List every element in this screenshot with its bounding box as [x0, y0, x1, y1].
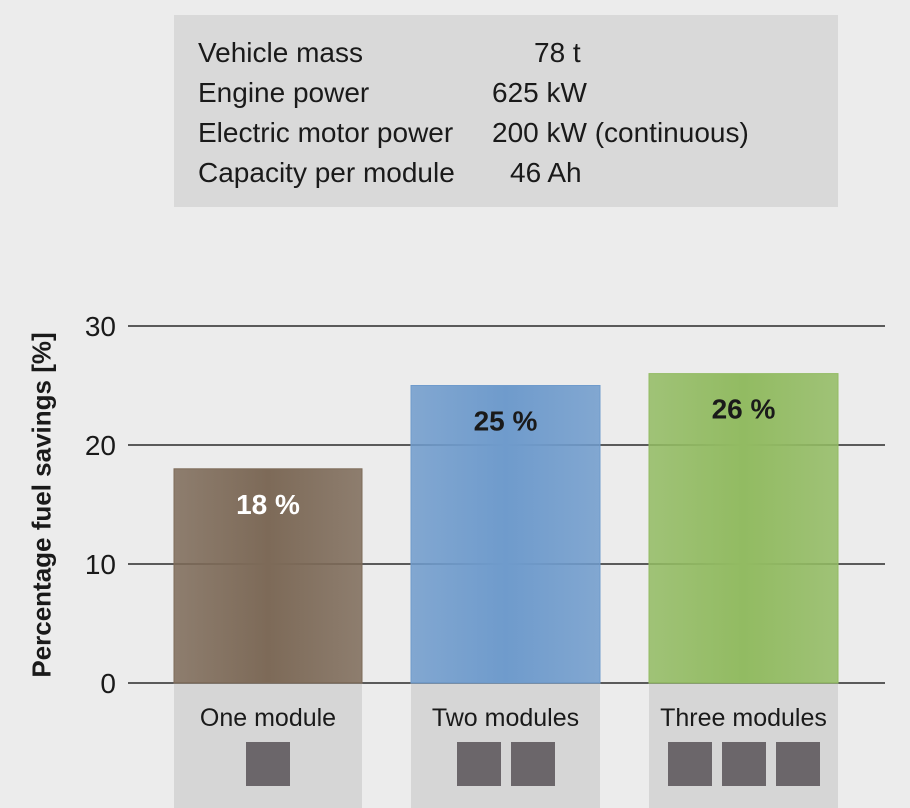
y-tick-label: 0 — [100, 668, 116, 699]
specs-table: Vehicle mass 78 t Engine power 625 kW El… — [174, 15, 838, 207]
category-panel-three-modules: Three modules — [649, 682, 838, 808]
category-panel-two-modules: Two modules — [411, 682, 600, 808]
y-tick-label: 30 — [85, 311, 116, 342]
module-icons — [649, 742, 838, 786]
category-label: One module — [199, 704, 337, 732]
battery-module-icon — [721, 742, 766, 786]
spec-label: Vehicle mass — [198, 37, 363, 68]
category-label: Two modules — [431, 704, 580, 732]
data-label: 18 % — [236, 489, 300, 520]
spec-label: Electric motor power — [198, 117, 454, 148]
y-tick-label: 20 — [85, 430, 116, 461]
bar-three-modules — [648, 373, 839, 684]
y-axis-label: Percentage fuel savings [%] — [26, 332, 57, 678]
bar-one-module — [173, 468, 363, 684]
y-tick-label: 10 — [85, 549, 116, 580]
module-icons — [174, 742, 362, 786]
data-label: 26 % — [712, 394, 776, 425]
spec-label: Engine power — [198, 77, 370, 108]
spec-value: 46 Ah — [510, 157, 582, 188]
data-label: 25 % — [474, 406, 538, 437]
battery-module-icon — [510, 742, 555, 786]
category-label: Three modules — [660, 704, 827, 732]
spec-value: 78 t — [534, 37, 581, 68]
spec-value: 200 kW (continuous) — [492, 117, 749, 148]
spec-value: 625 kW — [492, 77, 587, 108]
spec-label: Capacity per module — [198, 157, 455, 188]
bar-two-modules — [410, 385, 601, 684]
module-icons — [411, 742, 600, 786]
category-panel-one-module: One module — [174, 682, 362, 808]
battery-module-icon — [775, 742, 820, 786]
battery-module-icon — [667, 742, 712, 786]
battery-module-icon — [246, 742, 290, 786]
battery-module-icon — [456, 742, 501, 786]
